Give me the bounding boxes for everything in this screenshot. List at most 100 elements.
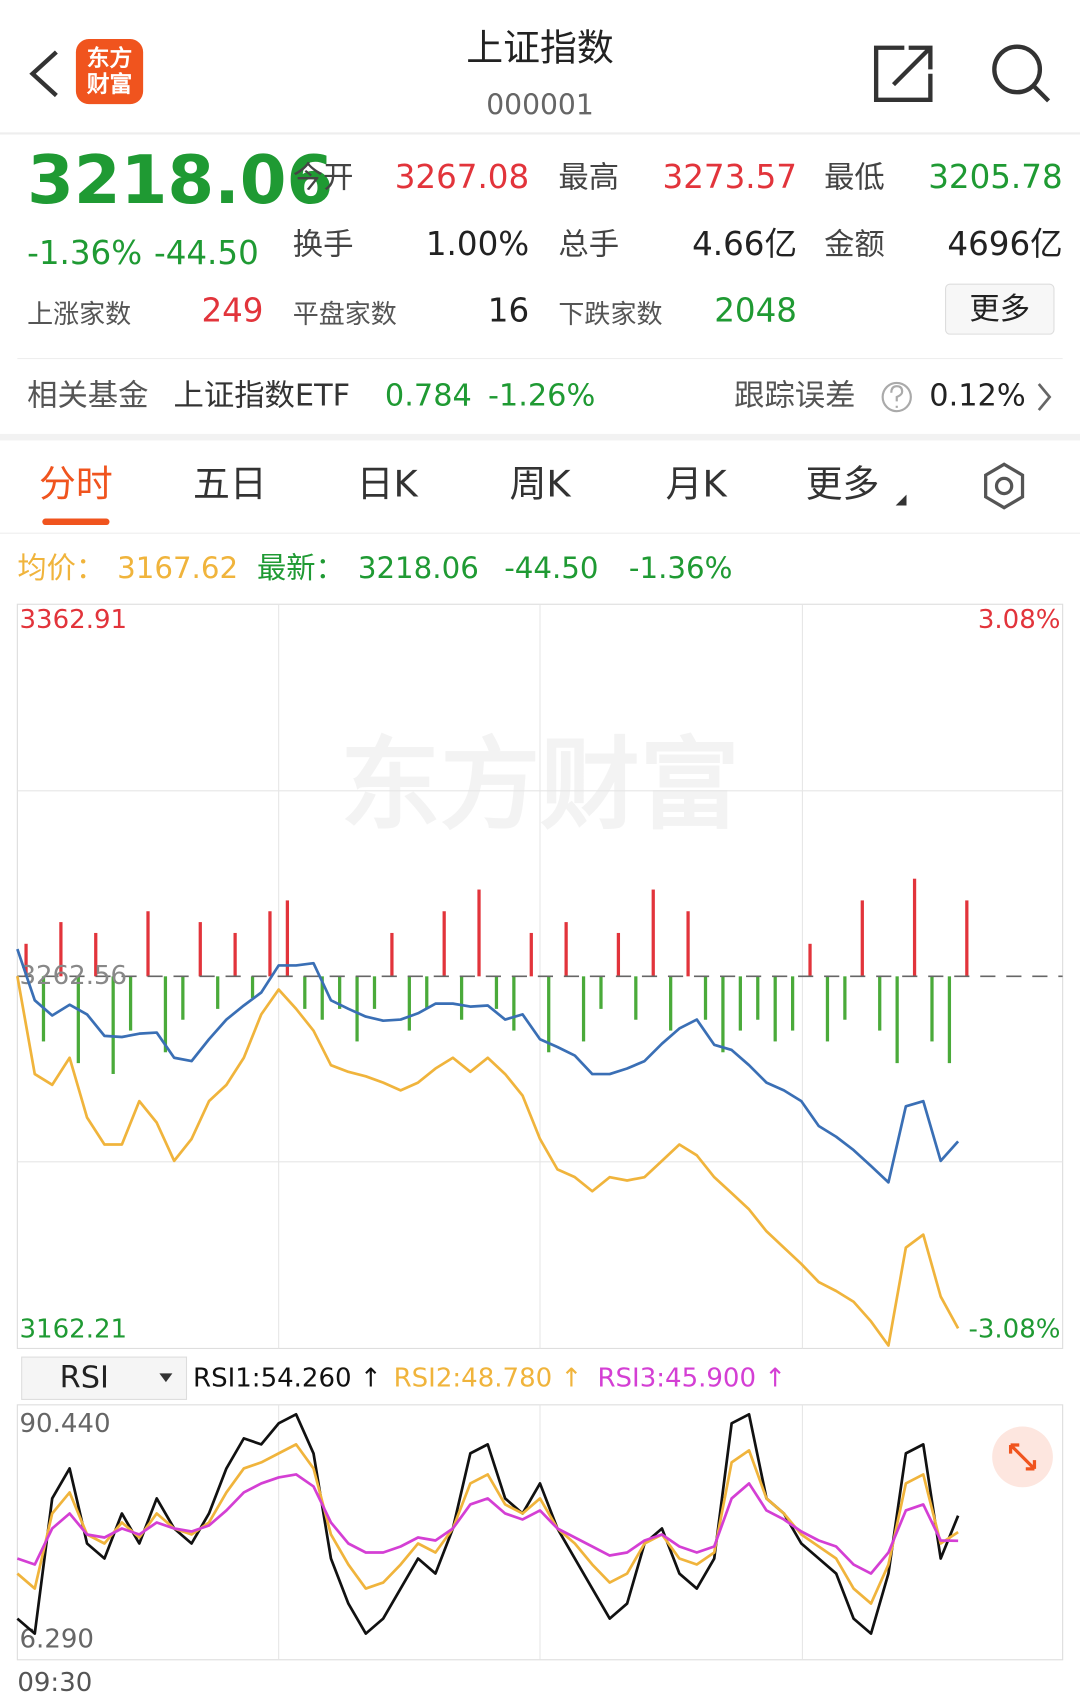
tabs: 分时 五日 日K 周K 月K 更多 <box>39 462 880 526</box>
settings-button[interactable] <box>984 462 1025 510</box>
flow-bar <box>198 922 202 977</box>
more-label: 更多 <box>969 292 1030 327</box>
dropdown-arrow <box>159 1373 173 1383</box>
latest-label: 最新： <box>257 551 345 585</box>
flow-bar <box>94 932 98 977</box>
flow-bar <box>669 976 673 1031</box>
fund-price: 0.784 <box>385 379 472 414</box>
breadth-label: 平盘家数 <box>293 300 397 330</box>
tab[interactable]: 日K <box>357 462 419 505</box>
avg-label: 均价： <box>17 551 105 585</box>
stat-label: 最低 <box>824 160 885 195</box>
flow-bar <box>738 976 742 1031</box>
divider <box>0 433 1080 441</box>
flow-bar <box>128 976 133 1031</box>
flow-bar <box>372 976 377 1009</box>
fund-name[interactable]: 上证指数ETF <box>173 379 350 414</box>
tab[interactable]: 分时 <box>39 462 113 505</box>
more-button[interactable] <box>944 283 1055 335</box>
flow-bar <box>843 976 847 1020</box>
tab[interactable]: 更多 <box>806 462 880 505</box>
indicator-select[interactable] <box>21 1356 188 1400</box>
flow-bar <box>24 943 28 977</box>
flow-bar <box>703 976 708 1020</box>
flow-bar <box>163 976 168 1053</box>
rsi-legend: RSI2:48.780 ↑ <box>394 1363 583 1393</box>
rsi-legend: RSI1:54.260 ↑ <box>193 1363 382 1393</box>
y-tick-label: 3362.91 <box>20 605 128 635</box>
rsi-legend: RSI3:45.900 ↑ <box>597 1363 786 1393</box>
stat-value: 4.66亿 <box>692 225 797 263</box>
flow-bar <box>773 976 777 1042</box>
tracking-value: 0.12% <box>929 379 1025 414</box>
latest-value: 3218.06 <box>358 551 479 585</box>
flow-bar <box>512 976 516 1031</box>
breadth-label: 下跌家数 <box>558 300 662 330</box>
breadth-label: 上涨家数 <box>27 300 131 330</box>
latest-change: -44.50 <box>504 551 598 585</box>
flow-bar <box>599 976 603 1009</box>
chevron[interactable] <box>1037 383 1052 411</box>
flow-bar <box>233 932 237 977</box>
indicator-name: RSI <box>60 1360 109 1395</box>
flow-bar <box>912 878 917 977</box>
breadth-value: 2048 <box>714 291 797 329</box>
logo-text: 东方 <box>87 45 133 72</box>
tab[interactable]: 周K <box>509 462 571 505</box>
flow-bar <box>878 976 882 1031</box>
share-button[interactable] <box>873 45 933 102</box>
logo <box>75 39 144 105</box>
y2-tick-label: 3.08% <box>978 605 1061 635</box>
flow-bar <box>459 976 464 1020</box>
code: 000001 <box>486 88 594 121</box>
tab[interactable]: 五日 <box>193 462 267 505</box>
stat-value: 1.00% <box>426 225 529 263</box>
stat-label: 总手 <box>558 228 619 263</box>
stat-value: 3273.57 <box>663 158 797 196</box>
flow-bar <box>564 922 568 977</box>
flow-bar <box>59 922 63 977</box>
change-pct: -1.36% <box>27 234 142 272</box>
flow-bar <box>529 932 533 977</box>
stat-label: 最高 <box>558 160 619 195</box>
divider <box>17 357 1063 360</box>
stat-label: 今开 <box>293 160 354 195</box>
change: -44.50 <box>154 234 259 272</box>
help-icon[interactable] <box>881 381 912 413</box>
tab[interactable]: 月K <box>666 462 728 505</box>
breadth-value: 16 <box>488 291 529 329</box>
latest-pct: -1.36% <box>629 551 733 585</box>
flow-bar <box>477 889 481 977</box>
tracking-label: 跟踪误差 <box>734 379 855 414</box>
flow-bar <box>320 976 324 1020</box>
back-button[interactable] <box>29 50 58 98</box>
flow-bar <box>634 976 638 1020</box>
flow-bar <box>442 911 446 977</box>
fund-label: 相关基金 <box>27 379 148 414</box>
flow-bar <box>686 911 690 977</box>
flow-bar <box>407 976 411 1031</box>
stat-value: 3267.08 <box>395 158 529 196</box>
flow-bar <box>216 976 220 1009</box>
search-button[interactable] <box>992 44 1051 103</box>
flow-bar <box>860 900 864 977</box>
series-line <box>16 1473 959 1575</box>
tab-indicator <box>42 518 110 526</box>
flow-bar <box>390 932 394 977</box>
flow-bar <box>250 976 255 999</box>
flow-bar <box>947 976 952 1064</box>
flow-bar <box>338 976 342 1009</box>
flow-bar <box>355 976 359 1042</box>
expand-button[interactable] <box>992 1426 1053 1488</box>
flow-bar <box>111 976 115 1074</box>
stat-label: 换手 <box>293 228 354 263</box>
flow-bar <box>146 911 150 977</box>
x-tick-label: 09:30 <box>17 1668 92 1698</box>
flow-bar <box>790 976 795 1031</box>
tab-more-arrow <box>895 494 907 506</box>
flow-bar <box>616 932 621 977</box>
y-tick-label: 3262.56 <box>20 961 128 991</box>
title: 上证指数 <box>466 26 613 69</box>
